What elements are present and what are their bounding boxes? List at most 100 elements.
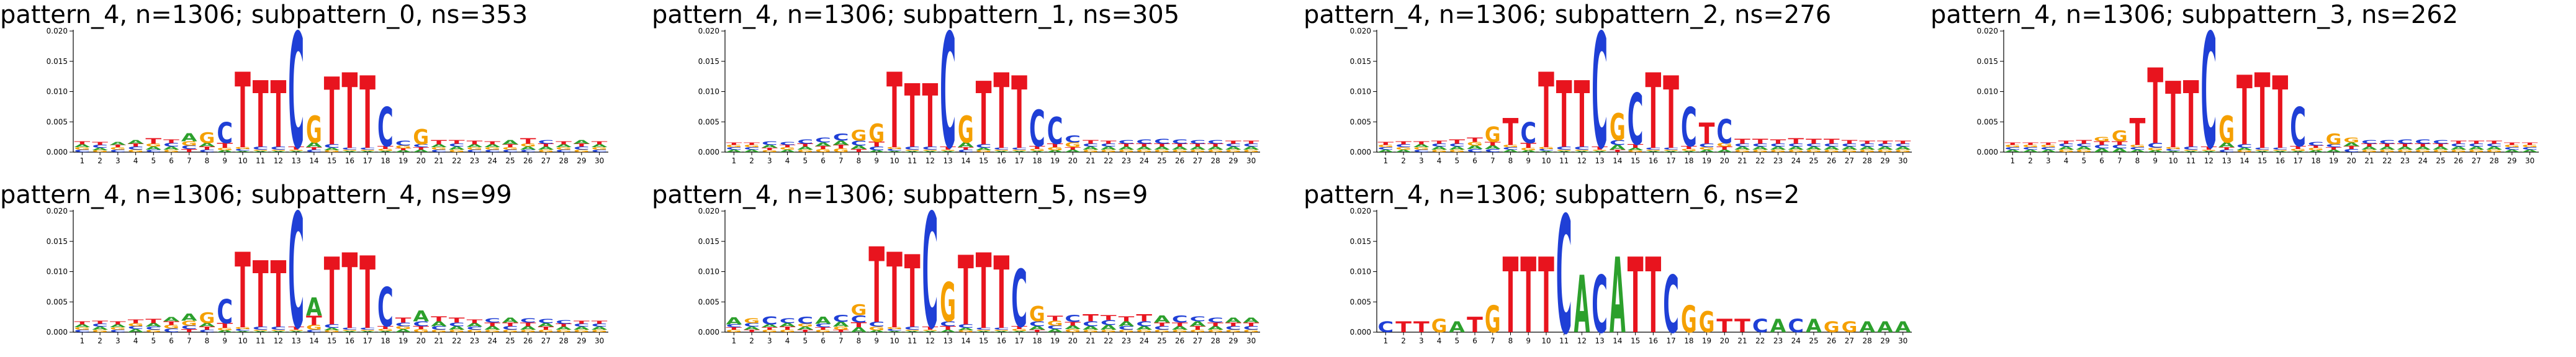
- logo-letter-a: A: [904, 151, 921, 153]
- logo-letter-g: G: [2165, 147, 2181, 150]
- logo-letter-t: T: [1556, 63, 1572, 169]
- svg-text:C: C: [1824, 143, 1840, 148]
- logo-letter-t: T: [2486, 140, 2503, 145]
- logo-letter-c: C: [1207, 317, 1223, 324]
- svg-text:T: T: [271, 63, 287, 169]
- logo-letter-c: C: [217, 292, 233, 332]
- logo-letter-t: T: [2254, 53, 2271, 173]
- logo-letter-a: A: [1824, 146, 1840, 151]
- svg-text:A: A: [1154, 314, 1171, 325]
- svg-text:C: C: [574, 146, 590, 151]
- svg-text:C: C: [556, 319, 572, 325]
- logo-letter-t: T: [868, 227, 885, 347]
- svg-text:G: G: [2236, 150, 2253, 153]
- svg-text:T: T: [1842, 139, 1858, 145]
- logo-letter-c: C: [2504, 147, 2520, 150]
- svg-text:T: T: [1646, 53, 1662, 173]
- svg-text:T: T: [1395, 140, 1412, 145]
- logo-letter-c: C: [833, 313, 849, 324]
- logo-letter-c: C: [2130, 147, 2146, 150]
- logo-letter-t: T: [868, 141, 885, 148]
- svg-text:G: G: [377, 328, 394, 332]
- svg-text:T: T: [2022, 142, 2039, 145]
- svg-text:G: G: [2218, 107, 2235, 151]
- x-tick-label: 25: [2436, 156, 2445, 165]
- svg-text:A: A: [1806, 315, 1822, 337]
- svg-text:T: T: [520, 322, 537, 327]
- svg-text:G: G: [904, 150, 921, 151]
- svg-text:G: G: [780, 329, 796, 333]
- logo-letter-t: T: [199, 326, 216, 331]
- logo-letter-c: C: [886, 148, 903, 151]
- svg-text:T: T: [1467, 137, 1483, 143]
- svg-text:G: G: [92, 329, 108, 333]
- svg-text:G: G: [413, 328, 429, 333]
- logo-letter-c: C: [797, 138, 813, 145]
- svg-text:G: G: [976, 150, 992, 153]
- svg-text:A: A: [868, 330, 885, 333]
- svg-text:G: G: [520, 143, 536, 148]
- logo-letter-g: G: [1699, 147, 1715, 150]
- svg-text:G: G: [1628, 150, 1644, 153]
- svg-text:G: G: [2147, 147, 2163, 151]
- svg-text:C: C: [324, 323, 340, 329]
- svg-text:G: G: [592, 329, 608, 333]
- svg-text:A: A: [449, 325, 465, 331]
- svg-text:G: G: [940, 272, 956, 335]
- svg-text:G: G: [1752, 149, 1768, 153]
- svg-text:C: C: [958, 149, 974, 153]
- x-tick-label: 11: [907, 156, 917, 165]
- logo-letter-g: G: [1207, 149, 1223, 153]
- logo-letter-g: G: [2361, 149, 2377, 153]
- logo-letter-g: G: [868, 119, 885, 148]
- logo-letter-a: A: [994, 151, 1011, 153]
- logo-letter-a: A: [958, 327, 974, 331]
- logo-letter-a: A: [592, 326, 608, 331]
- svg-text:T: T: [940, 146, 957, 151]
- svg-text:G: G: [797, 149, 813, 153]
- x-tick-label: 17: [363, 156, 372, 165]
- svg-text:A: A: [342, 331, 359, 333]
- svg-text:A: A: [2094, 148, 2110, 153]
- svg-text:A: A: [1895, 146, 1911, 151]
- svg-text:A: A: [1699, 149, 1715, 153]
- panel-title: pattern_4, n=1306; subpattern_2, ns=276: [1304, 1, 1832, 29]
- logo-letter-a: A: [2379, 146, 2395, 151]
- logo-letter-c: C: [1395, 143, 1412, 148]
- svg-text:C: C: [592, 149, 608, 153]
- logo-letter-t: T: [1859, 140, 1876, 145]
- logo-letter-a: A: [1243, 146, 1259, 151]
- logo-letter-a: A: [502, 139, 518, 146]
- logo-letter-t: T: [1225, 322, 1242, 327]
- logo-letter-g: G: [1681, 148, 1697, 151]
- logo-letter-t: T: [271, 243, 287, 349]
- svg-text:A: A: [2272, 151, 2289, 153]
- logo-panel-4: pattern_4, n=1306; subpattern_4, ns=99 0…: [0, 180, 642, 357]
- x-tick-label: 30: [1898, 337, 1907, 345]
- logo-letter-t: T: [342, 233, 358, 353]
- svg-text:G: G: [538, 329, 554, 333]
- svg-text:G: G: [833, 148, 849, 153]
- x-tick-label: 14: [2240, 156, 2249, 165]
- logo-letter-t: T: [1485, 141, 1502, 147]
- svg-text:G: G: [342, 150, 358, 151]
- svg-text:A: A: [1225, 146, 1241, 151]
- svg-text:A: A: [744, 149, 760, 153]
- logo-letter-t: T: [2433, 143, 2449, 148]
- logo-letter-t: T: [431, 315, 447, 323]
- svg-text:A: A: [1119, 146, 1135, 151]
- svg-text:G: G: [2486, 149, 2502, 153]
- logo-letter-t: T: [904, 66, 921, 168]
- svg-text:C: C: [744, 322, 760, 328]
- svg-text:T: T: [1538, 237, 1554, 357]
- logo-letter-t: T: [1083, 139, 1099, 145]
- svg-text:T: T: [1225, 322, 1242, 327]
- logo-letter-t: T: [994, 236, 1010, 351]
- x-tick-label: 29: [1880, 156, 1889, 165]
- y-tick-label: 0.010: [698, 268, 719, 276]
- x-tick-label: 23: [2400, 156, 2410, 165]
- logo-letter-a: A: [1119, 146, 1135, 151]
- svg-text:C: C: [2486, 143, 2502, 148]
- logo-letter-a: A: [556, 326, 572, 331]
